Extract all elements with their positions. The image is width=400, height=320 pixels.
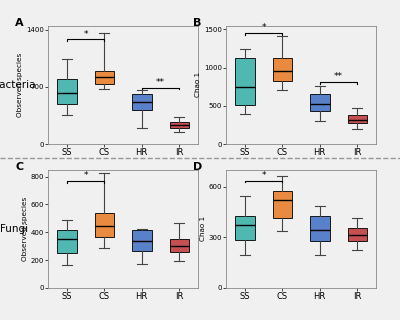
- Text: *: *: [83, 171, 88, 180]
- PathPatch shape: [310, 216, 330, 242]
- Y-axis label: Chao 1: Chao 1: [200, 216, 206, 241]
- Text: B: B: [193, 19, 201, 28]
- Text: **: **: [334, 72, 343, 81]
- PathPatch shape: [348, 115, 367, 123]
- Y-axis label: Observed species: Observed species: [17, 53, 23, 117]
- PathPatch shape: [272, 191, 292, 218]
- Y-axis label: Chao 1: Chao 1: [195, 72, 201, 97]
- PathPatch shape: [348, 228, 367, 242]
- PathPatch shape: [94, 213, 114, 237]
- Text: Fungi: Fungi: [0, 224, 28, 234]
- Text: **: **: [156, 78, 165, 87]
- PathPatch shape: [170, 122, 189, 128]
- Text: *: *: [261, 171, 266, 180]
- Text: D: D: [193, 163, 202, 172]
- PathPatch shape: [57, 230, 76, 253]
- PathPatch shape: [132, 94, 152, 110]
- Text: *: *: [83, 29, 88, 38]
- PathPatch shape: [272, 59, 292, 81]
- Text: *: *: [261, 23, 266, 32]
- PathPatch shape: [132, 230, 152, 251]
- PathPatch shape: [170, 238, 189, 252]
- PathPatch shape: [310, 93, 330, 111]
- PathPatch shape: [235, 59, 254, 105]
- PathPatch shape: [57, 79, 76, 104]
- Text: Bacteria: Bacteria: [0, 80, 36, 90]
- PathPatch shape: [94, 71, 114, 84]
- PathPatch shape: [235, 216, 254, 240]
- Y-axis label: Observed species: Observed species: [22, 197, 28, 261]
- Text: A: A: [15, 19, 24, 28]
- Text: C: C: [15, 163, 23, 172]
